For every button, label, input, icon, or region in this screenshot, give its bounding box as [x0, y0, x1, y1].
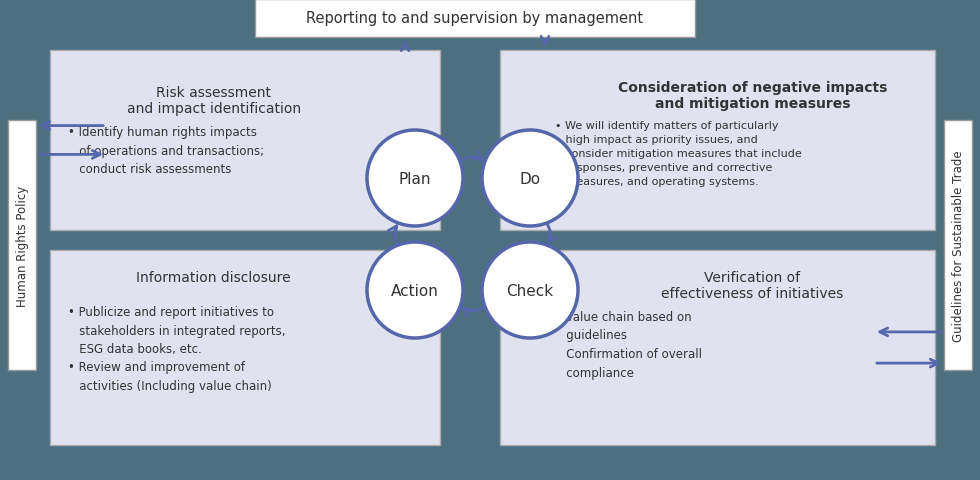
Circle shape — [367, 131, 463, 227]
Text: Risk assessment
and impact identification: Risk assessment and impact identificatio… — [126, 86, 301, 116]
Circle shape — [367, 242, 463, 338]
Circle shape — [482, 242, 578, 338]
FancyBboxPatch shape — [50, 251, 440, 445]
Text: Consideration of negative impacts
and mitigation measures: Consideration of negative impacts and mi… — [617, 81, 887, 111]
Text: • Publicize and report initiatives to
   stakeholders in integrated reports,
   : • Publicize and report initiatives to st… — [68, 305, 285, 392]
Text: Plan: Plan — [399, 171, 431, 186]
FancyBboxPatch shape — [8, 121, 36, 370]
Text: Reporting to and supervision by management: Reporting to and supervision by manageme… — [307, 12, 644, 26]
Circle shape — [482, 131, 578, 227]
Text: Human Rights Policy: Human Rights Policy — [16, 185, 28, 306]
Text: Guidelines for Sustainable Trade: Guidelines for Sustainable Trade — [952, 150, 964, 341]
FancyBboxPatch shape — [255, 0, 695, 38]
Text: Verification of
effectiveness of initiatives: Verification of effectiveness of initiat… — [662, 270, 844, 300]
FancyBboxPatch shape — [944, 121, 972, 370]
Text: • We will identify matters of particularly
   high impact as priority issues, an: • We will identify matters of particular… — [555, 121, 802, 187]
Text: Check: Check — [507, 283, 554, 298]
Text: • Identify human rights impacts
   of operations and transactions;
   conduct ri: • Identify human rights impacts of opera… — [68, 126, 265, 176]
Text: Action: Action — [391, 283, 439, 298]
FancyBboxPatch shape — [500, 251, 935, 445]
Text: Information disclosure: Information disclosure — [136, 270, 291, 285]
Text: Do: Do — [519, 171, 541, 186]
FancyBboxPatch shape — [500, 51, 935, 230]
Text: • Value chain based on
   guidelines
   Confirmation of overall
   compliance: • Value chain based on guidelines Confir… — [555, 311, 702, 379]
FancyBboxPatch shape — [50, 51, 440, 230]
